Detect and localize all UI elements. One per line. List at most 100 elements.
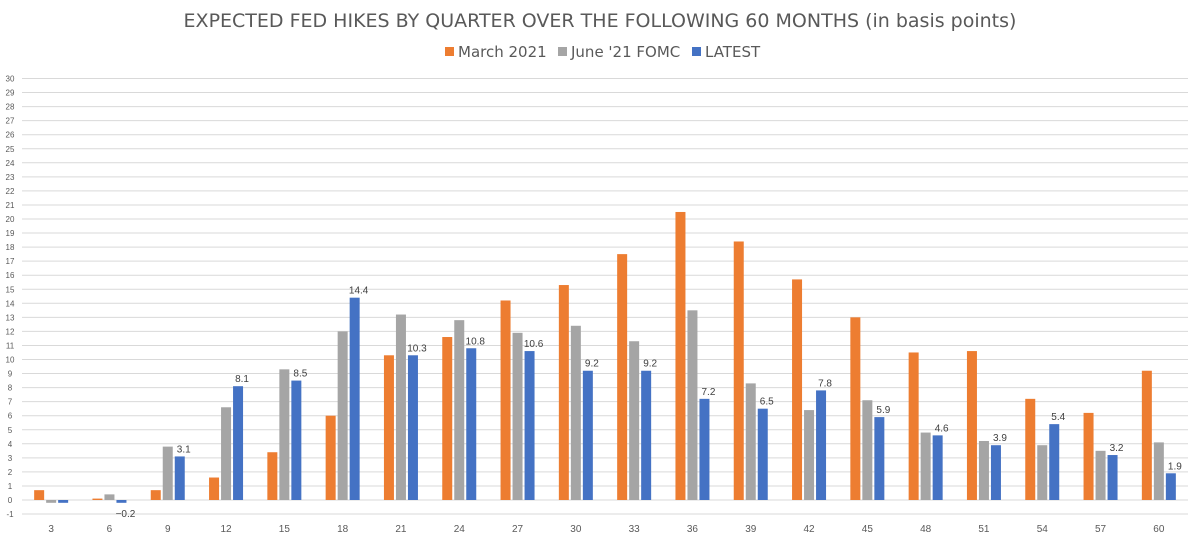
y-tick-label: 16 — [6, 271, 15, 280]
y-tick-label: 25 — [6, 145, 15, 154]
bar-march-2021-54 — [1025, 398, 1036, 500]
x-tick-label: 9 — [165, 524, 171, 535]
bar-latest-9 — [174, 456, 185, 500]
legend-label: June '21 FOMC — [570, 43, 680, 61]
bar-march-2021-12 — [209, 477, 220, 500]
y-axis-ticks: -101234567891011121314151617181920212223… — [6, 75, 15, 520]
x-tick-label: 3 — [48, 524, 54, 535]
bar-june-21-fomc-3 — [46, 500, 57, 503]
x-tick-label: 12 — [220, 524, 232, 535]
data-label: 5.9 — [876, 405, 890, 416]
bar-march-2021-30 — [558, 285, 569, 500]
bar-latest-39 — [757, 408, 768, 500]
y-tick-label: 18 — [6, 243, 15, 252]
legend-label: March 2021 — [458, 43, 547, 61]
gridlines — [22, 78, 1188, 515]
data-label: 5.4 — [1051, 412, 1065, 423]
y-tick-label: 13 — [6, 313, 15, 322]
bar-june-21-fomc-36 — [687, 310, 698, 500]
bar-march-2021-21 — [383, 355, 394, 500]
y-tick-label: 4 — [8, 440, 13, 449]
bar-latest-33 — [641, 370, 652, 500]
bar-latest-12 — [233, 386, 244, 500]
bar-latest-21 — [407, 355, 418, 500]
bar-march-2021-60 — [1141, 370, 1152, 500]
y-tick-label: 29 — [6, 89, 15, 98]
chart-title: EXPECTED FED HIKES BY QUARTER OVER THE F… — [184, 10, 1017, 32]
data-label: 10.6 — [524, 339, 544, 350]
bar-june-21-fomc-60 — [1153, 442, 1164, 500]
bar-latest-15 — [291, 380, 302, 500]
y-tick-label: 20 — [6, 215, 15, 224]
x-tick-label: 54 — [1037, 524, 1049, 535]
y-tick-label: 6 — [8, 412, 13, 421]
y-tick-label: 9 — [8, 370, 13, 379]
y-tick-label: 3 — [8, 454, 13, 463]
bar-latest-36 — [699, 398, 710, 500]
legend-swatch — [445, 47, 454, 56]
bar-latest-51 — [990, 445, 1001, 500]
data-label: −0.2 — [116, 509, 136, 520]
y-tick-label: 7 — [8, 398, 13, 407]
x-tick-label: 21 — [395, 524, 407, 535]
bar-june-21-fomc-24 — [454, 320, 465, 500]
y-tick-label: 12 — [6, 327, 15, 336]
data-label: 4.6 — [935, 423, 949, 434]
x-tick-label: 60 — [1153, 524, 1165, 535]
x-tick-label: 15 — [279, 524, 291, 535]
legend-swatch — [558, 47, 567, 56]
bar-june-21-fomc-15 — [279, 369, 290, 500]
bar-march-2021-36 — [675, 211, 686, 500]
y-tick-label: 24 — [6, 159, 15, 168]
x-tick-label: 48 — [920, 524, 932, 535]
legend-label: LATEST — [705, 43, 761, 61]
x-axis-ticks: 3 6 9 12 15 18 21 24 27 30 33 36 39 42 45 48 51 54 57 60 — [48, 524, 1164, 535]
bar-latest-42 — [816, 390, 827, 500]
bar-june-21-fomc-51 — [978, 440, 989, 500]
legend-swatch — [692, 47, 701, 56]
bars — [34, 211, 1176, 503]
bar-latest-27 — [524, 351, 535, 500]
data-label: 8.1 — [235, 374, 249, 385]
bar-june-21-fomc-27 — [512, 332, 523, 500]
bar-june-21-fomc-6 — [104, 494, 115, 500]
x-tick-label: 36 — [687, 524, 699, 535]
bar-latest-18 — [349, 297, 360, 500]
bar-latest-60 — [1165, 473, 1176, 500]
data-label: 14.4 — [349, 286, 369, 297]
y-tick-label: 28 — [6, 103, 15, 112]
data-label: 1.9 — [1168, 461, 1182, 472]
data-labels: −0.2 3.1 8.1 8.5 14.4 10.3 10.8 10.6 9.2 9.2 7.2 6.… — [116, 286, 1183, 520]
bar-march-2021-24 — [442, 337, 453, 500]
y-tick-label: 26 — [6, 131, 15, 140]
bar-june-21-fomc-18 — [337, 331, 348, 500]
data-label: 10.8 — [466, 336, 486, 347]
x-tick-label: 57 — [1095, 524, 1107, 535]
bar-march-2021-48 — [908, 352, 919, 500]
data-label: 3.1 — [177, 444, 191, 455]
y-tick-label: 8 — [8, 384, 13, 393]
bar-march-2021-15 — [267, 452, 278, 500]
data-label: 9.2 — [585, 359, 599, 370]
x-tick-label: 33 — [629, 524, 641, 535]
bar-march-2021-42 — [792, 279, 803, 500]
y-tick-label: 10 — [6, 356, 15, 365]
y-tick-label: 5 — [8, 426, 13, 435]
bar-latest-3 — [58, 500, 69, 503]
y-tick-label: 23 — [6, 173, 15, 182]
y-tick-label: 21 — [6, 201, 15, 210]
bar-latest-30 — [582, 370, 593, 500]
bar-march-2021-9 — [150, 490, 161, 500]
x-tick-label: 18 — [337, 524, 349, 535]
bar-june-21-fomc-9 — [162, 446, 173, 500]
y-tick-label: 27 — [6, 117, 15, 126]
y-tick-label: 15 — [6, 285, 15, 294]
bar-june-21-fomc-48 — [920, 432, 931, 500]
bar-june-21-fomc-54 — [1037, 445, 1048, 500]
data-label: 8.5 — [293, 369, 307, 380]
bar-march-2021-51 — [966, 351, 977, 500]
y-tick-label: 17 — [6, 257, 15, 266]
bar-latest-54 — [1049, 424, 1060, 500]
bar-june-21-fomc-39 — [745, 383, 756, 500]
